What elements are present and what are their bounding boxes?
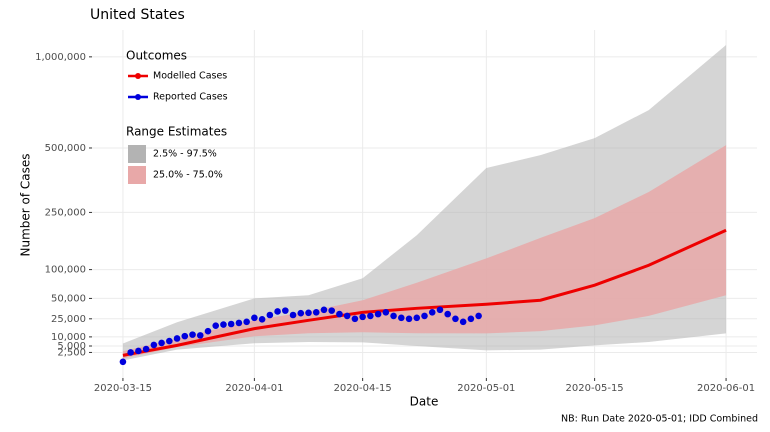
point [150,341,158,349]
point [374,310,382,318]
point [359,313,366,321]
y-axis-label: Number of Cases [19,153,33,256]
point [320,306,328,314]
point [189,331,196,338]
y-tick-label: 1,000,000 [35,52,86,63]
point [343,312,351,320]
point [328,307,336,314]
point [452,315,459,323]
point [413,314,421,322]
y-tick-label: 500,000 [45,143,86,154]
x-tick-label: 2020-03-15 [94,383,152,394]
point [351,315,359,323]
point [243,318,250,326]
x-tick-label: 2020-04-15 [334,383,392,394]
point [258,315,266,323]
y-tick-label: 100,000 [45,265,86,276]
point [274,308,281,315]
legend-label: Modelled Cases [153,71,227,82]
point [135,347,142,355]
point [428,309,436,316]
x-tick-label: 2020-04-01 [225,383,283,394]
point [382,309,390,316]
point [289,311,297,319]
point [467,315,475,323]
point [204,327,212,335]
point [266,311,274,319]
point [212,322,220,329]
legend-label: 2.5% - 97.5% [153,149,217,160]
y-tick-label: 2,500 [57,347,86,358]
point [227,320,235,328]
legend-key [135,94,141,100]
y-tick-label: 10,000 [51,332,86,343]
point [181,332,189,340]
chart-title: United States [90,7,185,23]
point [282,307,289,314]
point [367,312,374,320]
legend-label: Reported Cases [153,92,228,103]
point [196,332,204,339]
point [421,312,428,320]
point [305,309,312,317]
line [122,228,727,357]
point [312,309,320,316]
x-tick-label: 2020-06-01 [697,383,755,394]
legend-label: 25.0% - 75.0% [153,170,223,181]
point [251,314,258,322]
point [166,337,173,345]
legend-title: Outcomes [126,49,187,63]
point [297,309,305,317]
point [459,318,467,326]
y-tick-label: 25,000 [51,314,86,325]
point [436,306,444,314]
range-band [122,145,727,359]
point [220,321,227,328]
point [398,314,405,322]
legend-title: Range Estimates [126,125,227,139]
caption: NB: Run Date 2020-05-01; IDD Combined [561,414,758,425]
legend-key [128,145,146,163]
point [235,319,243,327]
legend-key [128,166,146,184]
y-tick-label: 250,000 [45,207,86,218]
x-axis-label: Date [410,395,439,409]
point [444,310,451,318]
point [405,315,413,323]
point [336,310,343,318]
point [173,335,181,342]
point [127,349,134,356]
y-tick-label: 5,000 [57,341,86,352]
point [158,339,165,347]
point [390,312,397,320]
x-tick-label: 2020-05-01 [457,383,515,394]
point [119,358,127,366]
point [475,312,482,320]
y-tick-label: 50,000 [51,293,86,304]
legend-key [135,73,141,79]
x-tick-label: 2020-05-15 [566,383,624,394]
point [142,345,150,353]
